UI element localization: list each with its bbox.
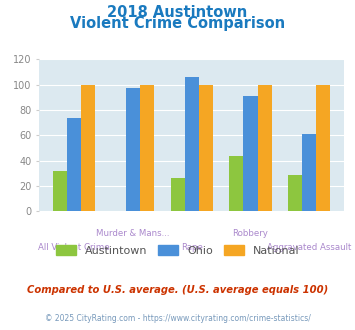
Text: Robbery: Robbery — [233, 229, 268, 238]
Bar — [170, 178, 185, 211]
Bar — [316, 85, 331, 211]
Bar — [53, 171, 67, 211]
Bar — [140, 85, 154, 211]
Bar — [302, 134, 316, 211]
Text: Compared to U.S. average. (U.S. average equals 100): Compared to U.S. average. (U.S. average … — [27, 285, 328, 295]
Bar — [185, 77, 199, 211]
Bar — [81, 85, 95, 211]
Text: Rape: Rape — [181, 243, 203, 251]
Text: © 2025 CityRating.com - https://www.cityrating.com/crime-statistics/: © 2025 CityRating.com - https://www.city… — [45, 314, 310, 323]
Bar — [229, 155, 244, 211]
Bar — [67, 117, 81, 211]
Bar — [126, 88, 140, 211]
Text: Murder & Mans...: Murder & Mans... — [96, 229, 170, 238]
Bar — [199, 85, 213, 211]
Text: Violent Crime Comparison: Violent Crime Comparison — [70, 16, 285, 30]
Bar — [244, 96, 258, 211]
Text: 2018 Austintown: 2018 Austintown — [107, 5, 248, 20]
Bar — [288, 175, 302, 211]
Text: Aggravated Assault: Aggravated Assault — [267, 243, 351, 251]
Text: All Violent Crime: All Violent Crime — [38, 243, 110, 251]
Legend: Austintown, Ohio, National: Austintown, Ohio, National — [51, 241, 304, 260]
Bar — [258, 85, 272, 211]
